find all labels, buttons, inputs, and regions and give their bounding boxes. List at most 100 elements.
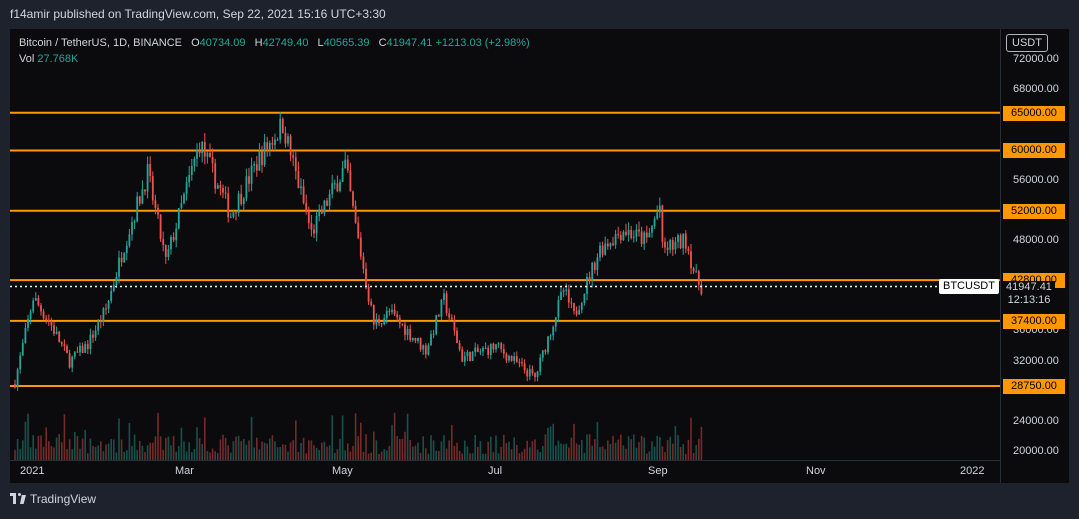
volume-bar: [211, 448, 214, 460]
candle-body: [367, 286, 370, 302]
candle-body: [414, 337, 417, 341]
candle-body: [255, 164, 258, 171]
candle-body: [177, 208, 180, 229]
volume-bar: [201, 443, 203, 460]
candle-body: [417, 337, 419, 341]
candle-body: [526, 370, 529, 377]
volume-bar: [692, 453, 695, 460]
candle-body: [133, 221, 136, 223]
candle-body: [346, 159, 349, 171]
volume-bar: [237, 435, 240, 460]
currency-button[interactable]: USDT: [1006, 34, 1048, 52]
candle-body: [528, 369, 531, 377]
volume-bar: [526, 440, 528, 460]
legend-low-label: L: [317, 37, 324, 49]
candle-body: [63, 344, 66, 346]
candle-body: [651, 226, 653, 233]
candle-body: [237, 193, 240, 214]
volume-bar: [14, 449, 16, 460]
volume-bar: [659, 437, 661, 460]
volume-bar: [74, 431, 76, 460]
candle-body: [222, 188, 224, 193]
legend-symbol[interactable]: Bitcoin / TetherUS, 1D, BINANCE: [19, 37, 183, 49]
volume-bar: [274, 441, 276, 460]
chart-svg[interactable]: [10, 29, 1000, 460]
price-axis[interactable]: USDT 72000.00 68000.00 56000.00 48000.00 360…: [1000, 29, 1069, 483]
volume-bar: [79, 448, 81, 460]
candle-body: [320, 209, 323, 214]
candle-body: [81, 345, 84, 353]
candle-body: [591, 262, 594, 281]
volume-bar: [185, 451, 188, 460]
volume-bar: [370, 452, 372, 460]
volume-bar: [120, 439, 123, 460]
candle-body: [292, 155, 295, 158]
candle-body: [188, 175, 191, 183]
candle-body: [240, 193, 243, 204]
volume-bar: [214, 451, 216, 460]
candle-body: [450, 317, 453, 320]
volume-bar: [461, 453, 463, 460]
volume-bar: [378, 453, 380, 460]
volume-bar: [162, 449, 164, 460]
legend-open-label: O: [191, 37, 200, 49]
price-tick: 68000.00: [1013, 83, 1059, 96]
candle-body: [123, 252, 126, 263]
candle-body: [622, 231, 625, 241]
candle-body: [53, 325, 55, 334]
candle-body: [463, 356, 466, 362]
volume-bar: [513, 437, 515, 460]
candle-body: [531, 369, 534, 374]
volume-bar: [607, 440, 609, 460]
volume-bar: [622, 445, 625, 460]
candle-body: [549, 335, 552, 337]
volume-bar: [401, 438, 404, 460]
volume-bar: [157, 412, 159, 460]
candle-body: [437, 315, 440, 317]
candle-body: [690, 251, 692, 269]
volume-bar: [287, 451, 289, 460]
candle-body: [370, 301, 373, 306]
candle-body: [339, 181, 341, 192]
candle-body: [128, 234, 131, 246]
volume-bar: [609, 444, 612, 460]
candle-body: [469, 351, 471, 361]
candle-body: [406, 329, 409, 336]
candle-body: [313, 229, 315, 234]
candle-body: [380, 323, 383, 325]
volume-bar: [620, 434, 622, 460]
volume-bar: [674, 426, 677, 460]
candle-body: [175, 228, 178, 241]
symbol-price-badge: BTCUSDT: [939, 278, 999, 294]
candle-body: [687, 248, 690, 252]
volume-bar: [404, 431, 406, 460]
candle-body: [432, 333, 435, 335]
time-axis[interactable]: 2021 Mar May Jul Sep Nov 2022: [10, 460, 1000, 483]
volume-bar: [92, 446, 94, 460]
candle-body: [492, 343, 495, 350]
candle-body: [422, 345, 425, 350]
volume-bar: [261, 441, 263, 460]
candle-body: [209, 152, 211, 158]
candle-body: [144, 189, 146, 192]
candle-body: [692, 268, 695, 272]
volume-bar: [573, 423, 575, 460]
candle-body: [141, 189, 144, 204]
volume-bar: [685, 453, 687, 460]
candle-body: [34, 297, 37, 301]
volume-bar: [596, 422, 599, 460]
volume-bar: [66, 449, 68, 460]
candle-body: [79, 345, 81, 353]
chart-panel[interactable]: Bitcoin / TetherUS, 1D, BINANCE O40734.0…: [10, 29, 1069, 483]
volume-bar: [55, 437, 58, 460]
volume-bar: [648, 451, 651, 460]
volume-bar: [97, 445, 99, 460]
volume-bar: [432, 440, 435, 460]
candle-body: [159, 214, 162, 240]
volume-bar: [388, 445, 391, 460]
candle-body: [315, 216, 318, 234]
candle-body: [120, 257, 123, 263]
plot-area[interactable]: Bitcoin / TetherUS, 1D, BINANCE O40734.0…: [10, 29, 1000, 460]
volume-bar: [635, 447, 638, 460]
candle-body: [84, 343, 87, 353]
